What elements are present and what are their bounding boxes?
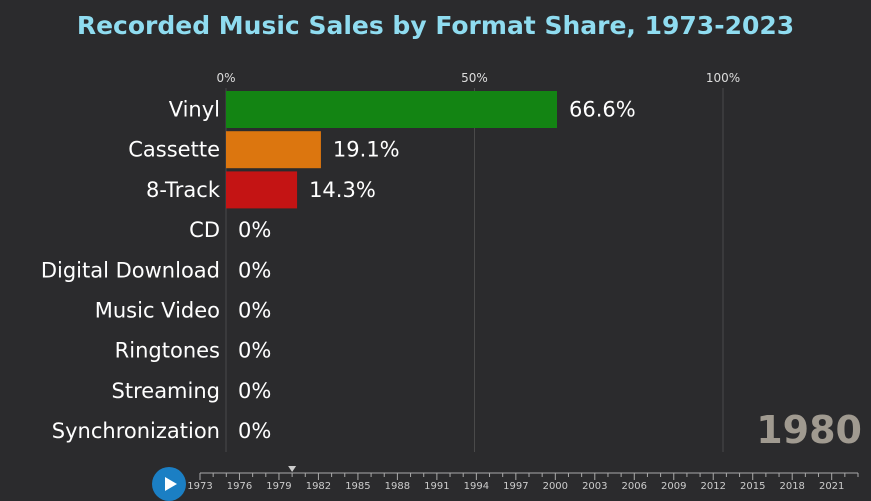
category-label: Streaming bbox=[112, 379, 220, 403]
data-label: 0% bbox=[238, 419, 271, 443]
bar bbox=[226, 131, 321, 169]
timeline-label: 1997 bbox=[503, 481, 528, 492]
data-label: 14.3% bbox=[309, 178, 376, 202]
category-label: Ringtones bbox=[115, 339, 220, 363]
category-label: Vinyl bbox=[169, 98, 220, 122]
bar-chart: 0% 50% 100% Vinyl 66.6% Cassette 19.1% 8-Track 1… bbox=[41, 71, 740, 452]
timeline-label: 2000 bbox=[543, 481, 568, 492]
data-label: 0% bbox=[238, 379, 271, 403]
category-label: Digital Download bbox=[41, 258, 220, 282]
chart-title: Recorded Music Sales by Format Share, 19… bbox=[76, 11, 795, 40]
timeline-label: 1985 bbox=[345, 481, 370, 492]
category-label: Cassette bbox=[128, 138, 220, 162]
timeline-label: 1973 bbox=[187, 481, 212, 492]
x-tick-label: 0% bbox=[216, 71, 235, 85]
timeline-label: 2003 bbox=[582, 481, 607, 492]
current-year-label: 1980 bbox=[756, 408, 862, 452]
timeline-label: 2009 bbox=[661, 481, 686, 492]
data-label: 0% bbox=[238, 218, 271, 242]
category-label: 8-Track bbox=[146, 178, 221, 202]
timeline-label: 2015 bbox=[740, 481, 765, 492]
timeline-label: 1982 bbox=[306, 481, 331, 492]
timeline-label: 2018 bbox=[779, 481, 804, 492]
timeline-slider[interactable]: 1973 1976 1979 1982 1985 1988 1991 1994 1997 2000… bbox=[0, 460, 871, 498]
timeline-label: 2012 bbox=[701, 481, 726, 492]
timeline-label: 1994 bbox=[464, 481, 489, 492]
data-label: 19.1% bbox=[333, 138, 400, 162]
timeline-label: 1979 bbox=[266, 481, 291, 492]
timeline-label: 2006 bbox=[622, 481, 647, 492]
timeline-handle[interactable] bbox=[288, 466, 297, 472]
category-label: Music Video bbox=[95, 299, 220, 323]
timeline-label: 1988 bbox=[385, 481, 410, 492]
data-label: 66.6% bbox=[569, 98, 636, 122]
data-label: 0% bbox=[238, 258, 271, 282]
x-tick-label: 100% bbox=[706, 71, 740, 85]
data-label: 0% bbox=[238, 339, 271, 363]
timeline-label: 2021 bbox=[819, 481, 844, 492]
timeline-label: 1976 bbox=[227, 481, 252, 492]
category-label: Synchronization bbox=[52, 419, 220, 443]
category-label: CD bbox=[189, 218, 220, 242]
bar bbox=[226, 91, 558, 128]
play-button[interactable] bbox=[152, 467, 186, 501]
data-label: 0% bbox=[238, 299, 271, 323]
timeline-label: 1991 bbox=[424, 481, 449, 492]
play-icon bbox=[165, 477, 177, 491]
x-tick-label: 50% bbox=[461, 71, 488, 85]
bar bbox=[226, 171, 298, 209]
